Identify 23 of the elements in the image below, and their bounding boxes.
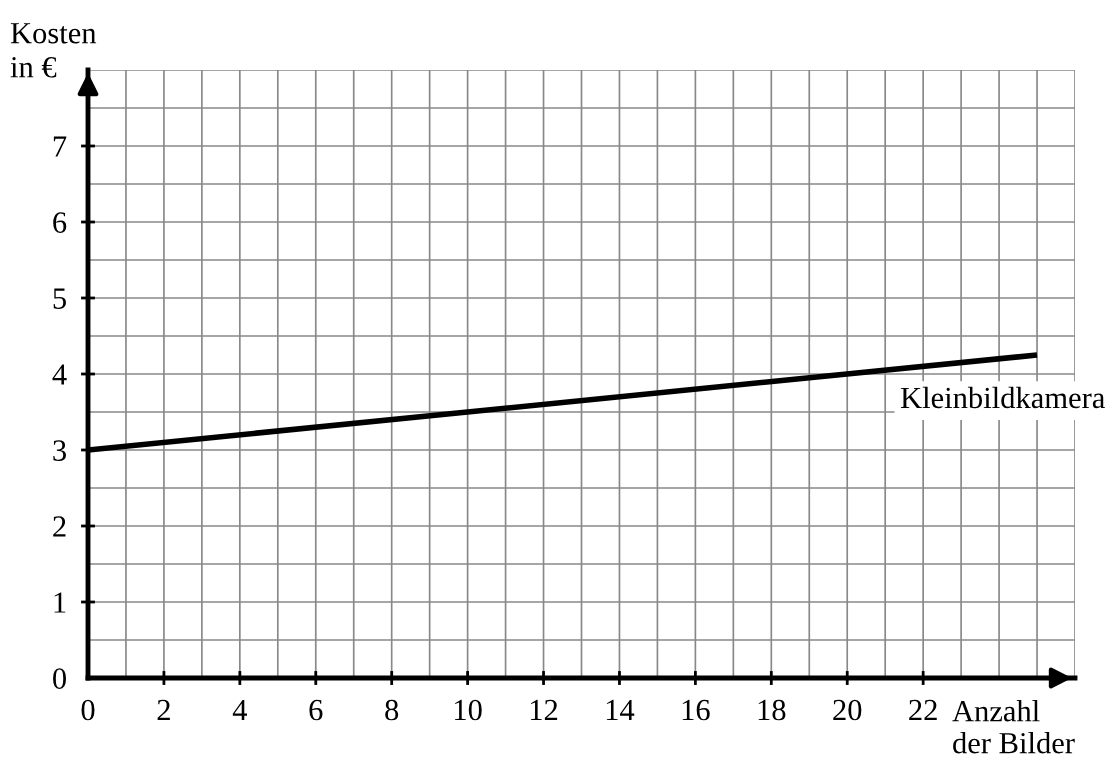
y-tick-label: 0: [53, 668, 66, 689]
x-tick-label: 20: [833, 699, 862, 721]
x-tick-label: 2: [157, 699, 170, 721]
y-tick-label: 1: [54, 592, 66, 613]
x-tick-label: 0: [81, 699, 95, 721]
y-tick-label: 2: [53, 516, 66, 537]
x-tick-label: 6: [309, 699, 323, 721]
y-tick-label: 3: [53, 440, 66, 461]
x-tick-label: 8: [385, 699, 399, 721]
y-tick-label: 4: [52, 364, 67, 385]
x-tick-label: 12: [530, 699, 558, 721]
x-tick-label: 10: [455, 699, 482, 721]
y-axis-title: Kosten in €: [10, 23, 97, 78]
y-tick-label: 6: [53, 212, 67, 233]
x-axis-title: Anzahl der Bilder: [952, 700, 1075, 754]
x-tick-label: 16: [682, 699, 710, 721]
y-tick-label: 7: [53, 136, 67, 157]
x-tick-label: 22: [909, 699, 937, 721]
x-tick-label: 4: [232, 699, 248, 721]
series-label: Kleinbildkamera: [900, 386, 1105, 409]
y-tick-label: 5: [53, 288, 66, 309]
x-tick-label: 18: [758, 699, 786, 721]
x-tick-label: 14: [606, 699, 635, 721]
